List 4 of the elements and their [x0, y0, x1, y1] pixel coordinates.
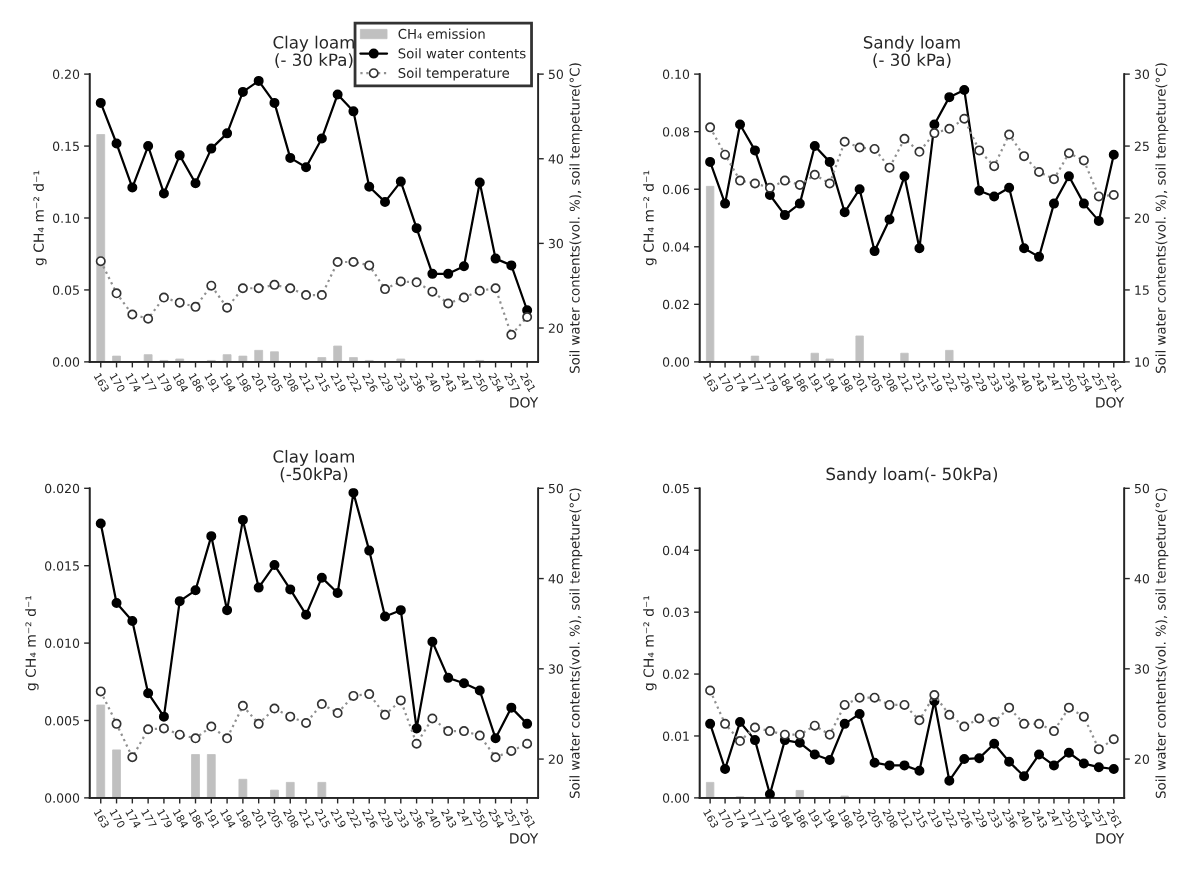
- chart-title: Clay loam (- 30 kPa): [273, 35, 354, 68]
- chart-title: Sandy loam(- 50kPa): [826, 467, 998, 484]
- chart-title: Clay loam (-50kPa): [273, 449, 354, 483]
- chart-title: Sandy loam (- 30 kPa): [863, 35, 960, 68]
